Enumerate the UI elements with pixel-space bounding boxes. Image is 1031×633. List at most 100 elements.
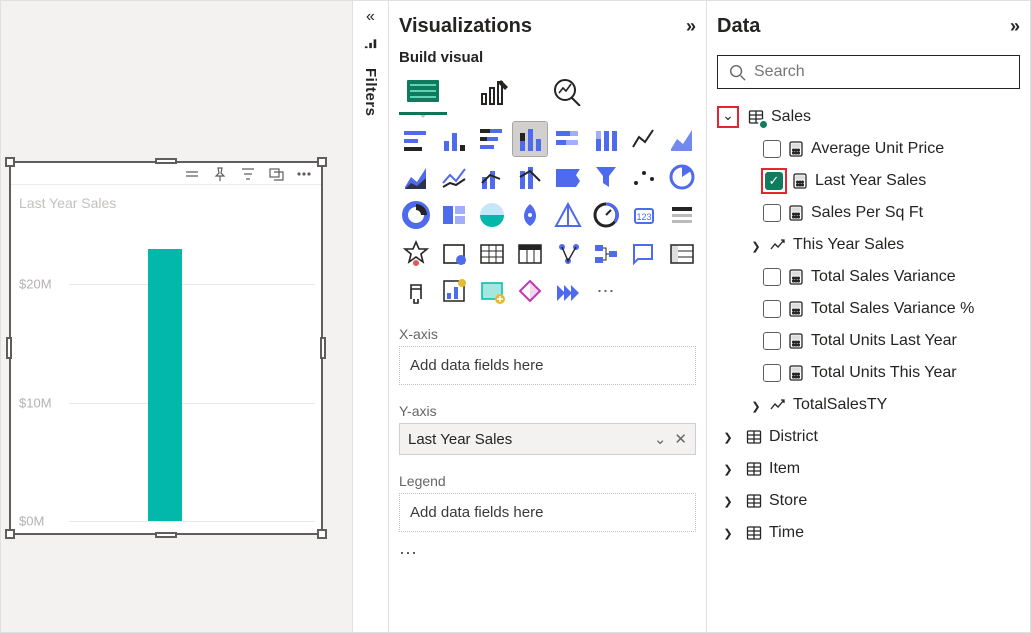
chart-type-option[interactable] — [589, 198, 623, 232]
expand-table-icon[interactable] — [719, 108, 737, 126]
field-checkbox[interactable] — [763, 332, 781, 350]
field-row[interactable]: Average Unit Price — [717, 133, 1020, 165]
chart-type-option[interactable] — [475, 122, 509, 156]
report-canvas[interactable]: Last Year Sales $0M$10M$20M — [1, 1, 353, 632]
chart-type-option[interactable] — [589, 122, 623, 156]
resize-handle[interactable] — [6, 337, 12, 359]
chart-type-option[interactable] — [437, 198, 471, 232]
tab-build-visual[interactable] — [401, 74, 445, 108]
resize-handle[interactable] — [317, 157, 327, 167]
chart-type-option[interactable] — [513, 236, 547, 270]
expand-filters-icon[interactable]: « — [366, 9, 375, 25]
resize-handle[interactable] — [317, 529, 327, 539]
fields-search[interactable] — [717, 55, 1020, 89]
y-axis-field-pill[interactable]: Last Year Sales ⌄ ✕ — [399, 423, 696, 455]
chart-bar[interactable] — [148, 249, 182, 521]
chart-type-option[interactable] — [551, 274, 585, 308]
table-row[interactable]: Store — [717, 485, 1020, 517]
chart-type-option[interactable] — [665, 236, 699, 270]
table-name: District — [769, 428, 818, 446]
chart-type-option[interactable] — [589, 160, 623, 194]
expand-table-icon[interactable] — [719, 492, 737, 510]
resize-handle[interactable] — [320, 337, 326, 359]
field-checkbox[interactable] — [763, 300, 781, 318]
more-chart-types-icon[interactable]: ⋯ — [589, 274, 623, 308]
table-row[interactable]: Sales — [717, 101, 1020, 133]
more-options-icon[interactable] — [295, 165, 313, 183]
tab-format-visual[interactable] — [473, 74, 517, 108]
chart-type-option[interactable] — [551, 236, 585, 270]
chart-type-option[interactable] — [475, 198, 509, 232]
chart-type-option[interactable] — [513, 160, 547, 194]
chart-type-option[interactable] — [513, 198, 547, 232]
field-checkbox[interactable] — [763, 140, 781, 158]
chart-type-option[interactable] — [589, 236, 623, 270]
chart-type-option[interactable] — [437, 122, 471, 156]
chart-type-option[interactable] — [437, 274, 471, 308]
focus-mode-icon[interactable] — [267, 165, 285, 183]
field-row[interactable]: Total Sales Variance — [717, 261, 1020, 293]
more-wells-icon[interactable]: ··· — [399, 542, 696, 563]
field-row[interactable]: ✓Last Year Sales — [717, 165, 1020, 197]
resize-handle[interactable] — [155, 532, 177, 538]
chart-type-option[interactable]: 123 — [627, 198, 661, 232]
chart-type-option[interactable] — [513, 122, 547, 156]
resize-handle[interactable] — [155, 158, 177, 164]
chart-type-option[interactable] — [665, 122, 699, 156]
chart-type-option[interactable] — [551, 160, 585, 194]
chart-type-option[interactable] — [437, 236, 471, 270]
chart-type-option[interactable] — [399, 160, 433, 194]
chart-type-option[interactable] — [665, 198, 699, 232]
chart-type-option[interactable] — [627, 160, 661, 194]
expand-field-icon[interactable] — [749, 237, 763, 253]
svg-text:123: 123 — [636, 212, 651, 222]
expand-table-icon[interactable] — [719, 524, 737, 542]
collapse-data-pane-icon[interactable]: » — [1010, 16, 1020, 37]
field-menu-icon[interactable]: ⌄ — [654, 430, 667, 448]
chart-type-option[interactable] — [665, 160, 699, 194]
field-row[interactable]: Total Units This Year — [717, 357, 1020, 389]
chart-type-option[interactable] — [399, 198, 433, 232]
legend-dropzone[interactable]: Add data fields here — [399, 493, 696, 532]
chart-type-option[interactable] — [551, 198, 585, 232]
chart-type-option[interactable] — [437, 160, 471, 194]
table-row[interactable]: Item — [717, 453, 1020, 485]
field-checkbox[interactable]: ✓ — [765, 172, 783, 190]
chart-visual[interactable]: Last Year Sales $0M$10M$20M — [11, 163, 321, 533]
field-checkbox[interactable] — [763, 204, 781, 222]
chart-type-option[interactable] — [475, 274, 509, 308]
chart-type-option[interactable] — [399, 236, 433, 270]
filter-icon[interactable] — [239, 165, 257, 183]
table-row[interactable]: Time — [717, 517, 1020, 549]
expand-table-icon[interactable] — [719, 428, 737, 446]
x-axis-dropzone[interactable]: Add data fields here — [399, 346, 696, 385]
search-input[interactable] — [754, 63, 1009, 81]
field-checkbox[interactable] — [763, 268, 781, 286]
field-row[interactable]: Total Sales Variance % — [717, 293, 1020, 325]
chart-type-option[interactable] — [627, 236, 661, 270]
remove-field-icon[interactable]: ✕ — [674, 430, 687, 448]
chart-type-option[interactable] — [513, 274, 547, 308]
collapse-viz-pane-icon[interactable]: » — [686, 16, 696, 37]
chart-type-option[interactable] — [475, 236, 509, 270]
field-row[interactable]: Sales Per Sq Ft — [717, 197, 1020, 229]
expand-table-icon[interactable] — [719, 460, 737, 478]
chart-type-option[interactable] — [399, 274, 433, 308]
tab-analytics[interactable] — [545, 74, 589, 108]
resize-handle[interactable] — [5, 157, 15, 167]
resize-handle[interactable] — [5, 529, 15, 539]
field-checkbox[interactable] — [763, 364, 781, 382]
field-row[interactable]: This Year Sales — [717, 229, 1020, 261]
expand-field-icon[interactable] — [749, 397, 763, 413]
drag-handle-icon[interactable] — [183, 165, 201, 183]
field-row[interactable]: TotalSalesTY — [717, 389, 1020, 421]
chart-type-option[interactable] — [627, 122, 661, 156]
pin-icon[interactable] — [211, 165, 229, 183]
chart-type-option[interactable] — [551, 122, 585, 156]
chart-type-option[interactable] — [475, 160, 509, 194]
field-row[interactable]: Total Units Last Year — [717, 325, 1020, 357]
filters-pane-collapsed[interactable]: « Filters — [353, 1, 389, 632]
y-tick-label: $20M — [19, 277, 63, 292]
chart-type-option[interactable] — [399, 122, 433, 156]
table-row[interactable]: District — [717, 421, 1020, 453]
